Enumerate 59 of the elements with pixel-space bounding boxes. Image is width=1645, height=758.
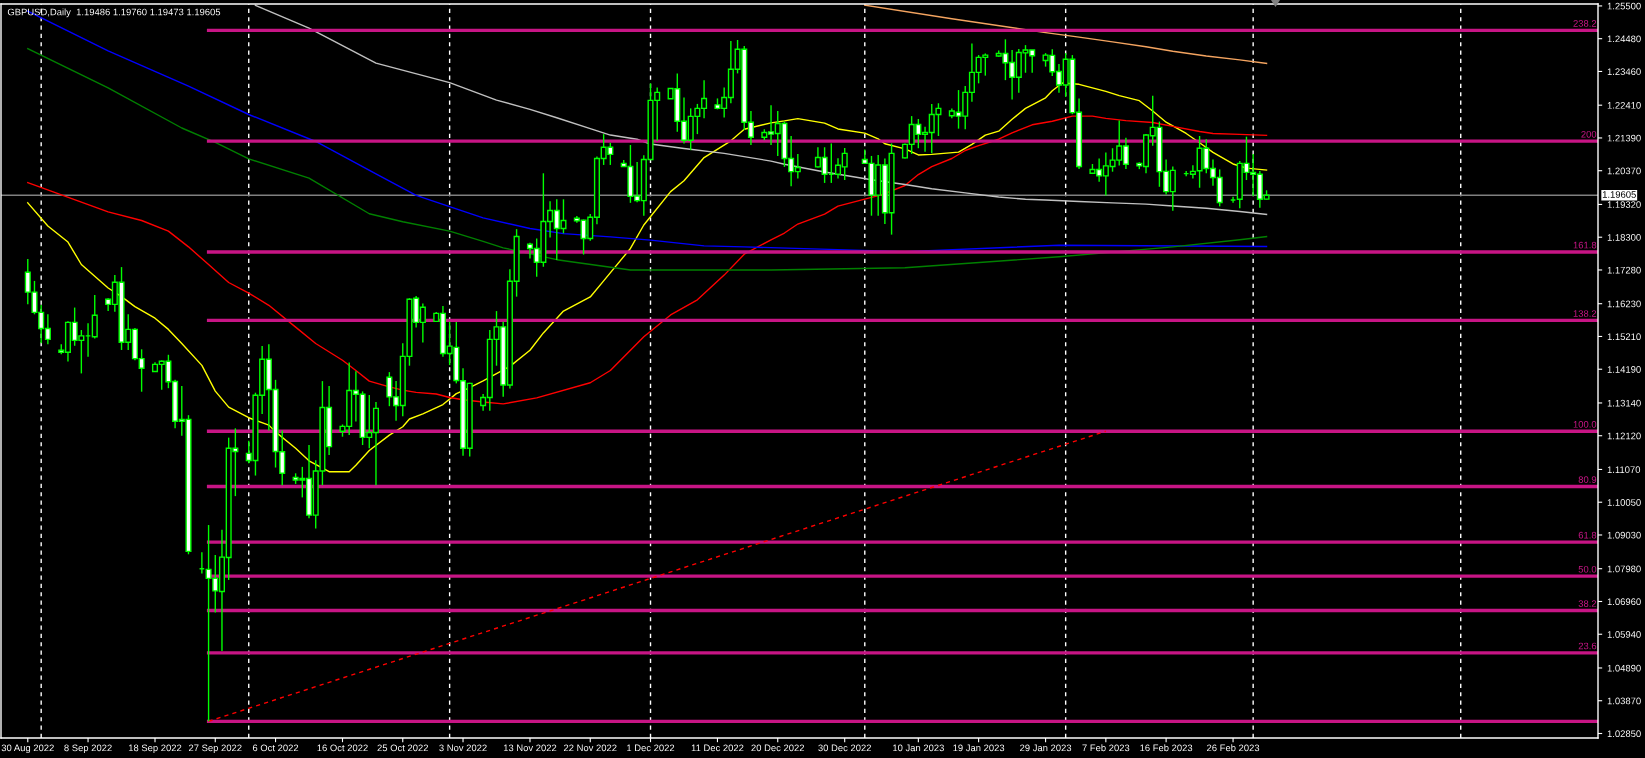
series-label: 238.2	[1573, 20, 1597, 27]
x-tick-label: 20 Dec 2022	[751, 744, 805, 752]
line-series	[27, 115, 1268, 405]
series-label: 38.2	[1578, 600, 1597, 607]
y-tick-label: 1.02850	[1607, 730, 1641, 738]
y-tick-label: 1.13140	[1607, 399, 1641, 407]
y-tick-label: 1.06960	[1607, 598, 1641, 605]
candlestick	[91, 294, 98, 340]
x-tick-label: 30 Aug 2022	[1, 744, 54, 754]
x-tick-label: 7 Feb 2023	[1082, 744, 1130, 752]
y-tick-label: 1.19320	[1607, 201, 1641, 208]
y-tick-label: 1.25500	[1607, 2, 1641, 10]
y-tick-label: 1.17280	[1607, 266, 1641, 274]
series-label: 50.0	[1578, 565, 1597, 573]
x-tick-label: 10 Jan 2023	[893, 744, 944, 752]
x-tick-label: 16 Oct 2022	[317, 744, 368, 752]
y-tick-label: 1.23460	[1607, 68, 1641, 75]
y-tick-label: 1.12120	[1607, 432, 1641, 440]
line-series	[27, 47, 1268, 271]
y-tick-label: 1.18300	[1607, 234, 1641, 241]
x-tick-label: 8 Sep 2022	[64, 744, 112, 754]
x-tick-label: 19 Jan 2023	[953, 744, 1005, 752]
y-tick-label: 1.10050	[1607, 499, 1641, 506]
series-label: 138.2	[1573, 310, 1597, 317]
x-tick-label: 13 Nov 2022	[503, 744, 557, 752]
line-series	[864, 4, 1268, 65]
ref-line-label: 1.19605	[1602, 191, 1636, 198]
y-tick-label: 1.07980	[1607, 565, 1641, 573]
x-tick-label: 1 Dec 2022	[627, 744, 675, 752]
x-tick-label: 3 Nov 2022	[439, 744, 487, 752]
x-tick-label: 22 Nov 2022	[563, 744, 617, 752]
y-tick-label: 1.20370	[1607, 167, 1641, 175]
x-tick-label: 6 Oct 2022	[252, 744, 299, 752]
y-tick-label: 1.24480	[1607, 35, 1641, 43]
y-tick-label: 1.11070	[1607, 466, 1641, 473]
x-tick-label: 29 Jan 2023	[1020, 744, 1072, 752]
y-tick-label: 1.16230	[1607, 300, 1641, 308]
x-tick-label: 26 Feb 2023	[1207, 744, 1260, 752]
x-tick-label: 27 Sep 2022	[188, 744, 242, 754]
x-tick-label: 30 Dec 2022	[818, 744, 872, 752]
y-tick-label: 1.03870	[1607, 697, 1641, 705]
y-tick-label: 1.14190	[1607, 366, 1641, 373]
x-tick-label: 11 Dec 2022	[691, 744, 744, 752]
series-label: 200	[1581, 130, 1597, 138]
x-tick-label: 16 Feb 2023	[1140, 744, 1193, 752]
series-label: 23.6	[1578, 642, 1597, 650]
y-tick-label: 1.22410	[1607, 102, 1641, 109]
y-tick-label: 1.15210	[1607, 333, 1641, 340]
series-label: 61.8	[1578, 531, 1597, 539]
series-label: 80.9	[1578, 476, 1597, 483]
y-tick-label: 1.09030	[1607, 531, 1641, 539]
y-tick-label: 1.05940	[1607, 631, 1641, 638]
series-label: 100.0	[1573, 421, 1597, 428]
y-tick-label: 1.04890	[1607, 664, 1641, 672]
line-series	[254, 4, 1268, 216]
series-label: 161.8	[1573, 241, 1597, 249]
y-tick-label: 1.21390	[1607, 134, 1641, 142]
x-tick-label: 25 Oct 2022	[377, 744, 429, 752]
x-tick-label: 18 Sep 2022	[128, 744, 182, 754]
